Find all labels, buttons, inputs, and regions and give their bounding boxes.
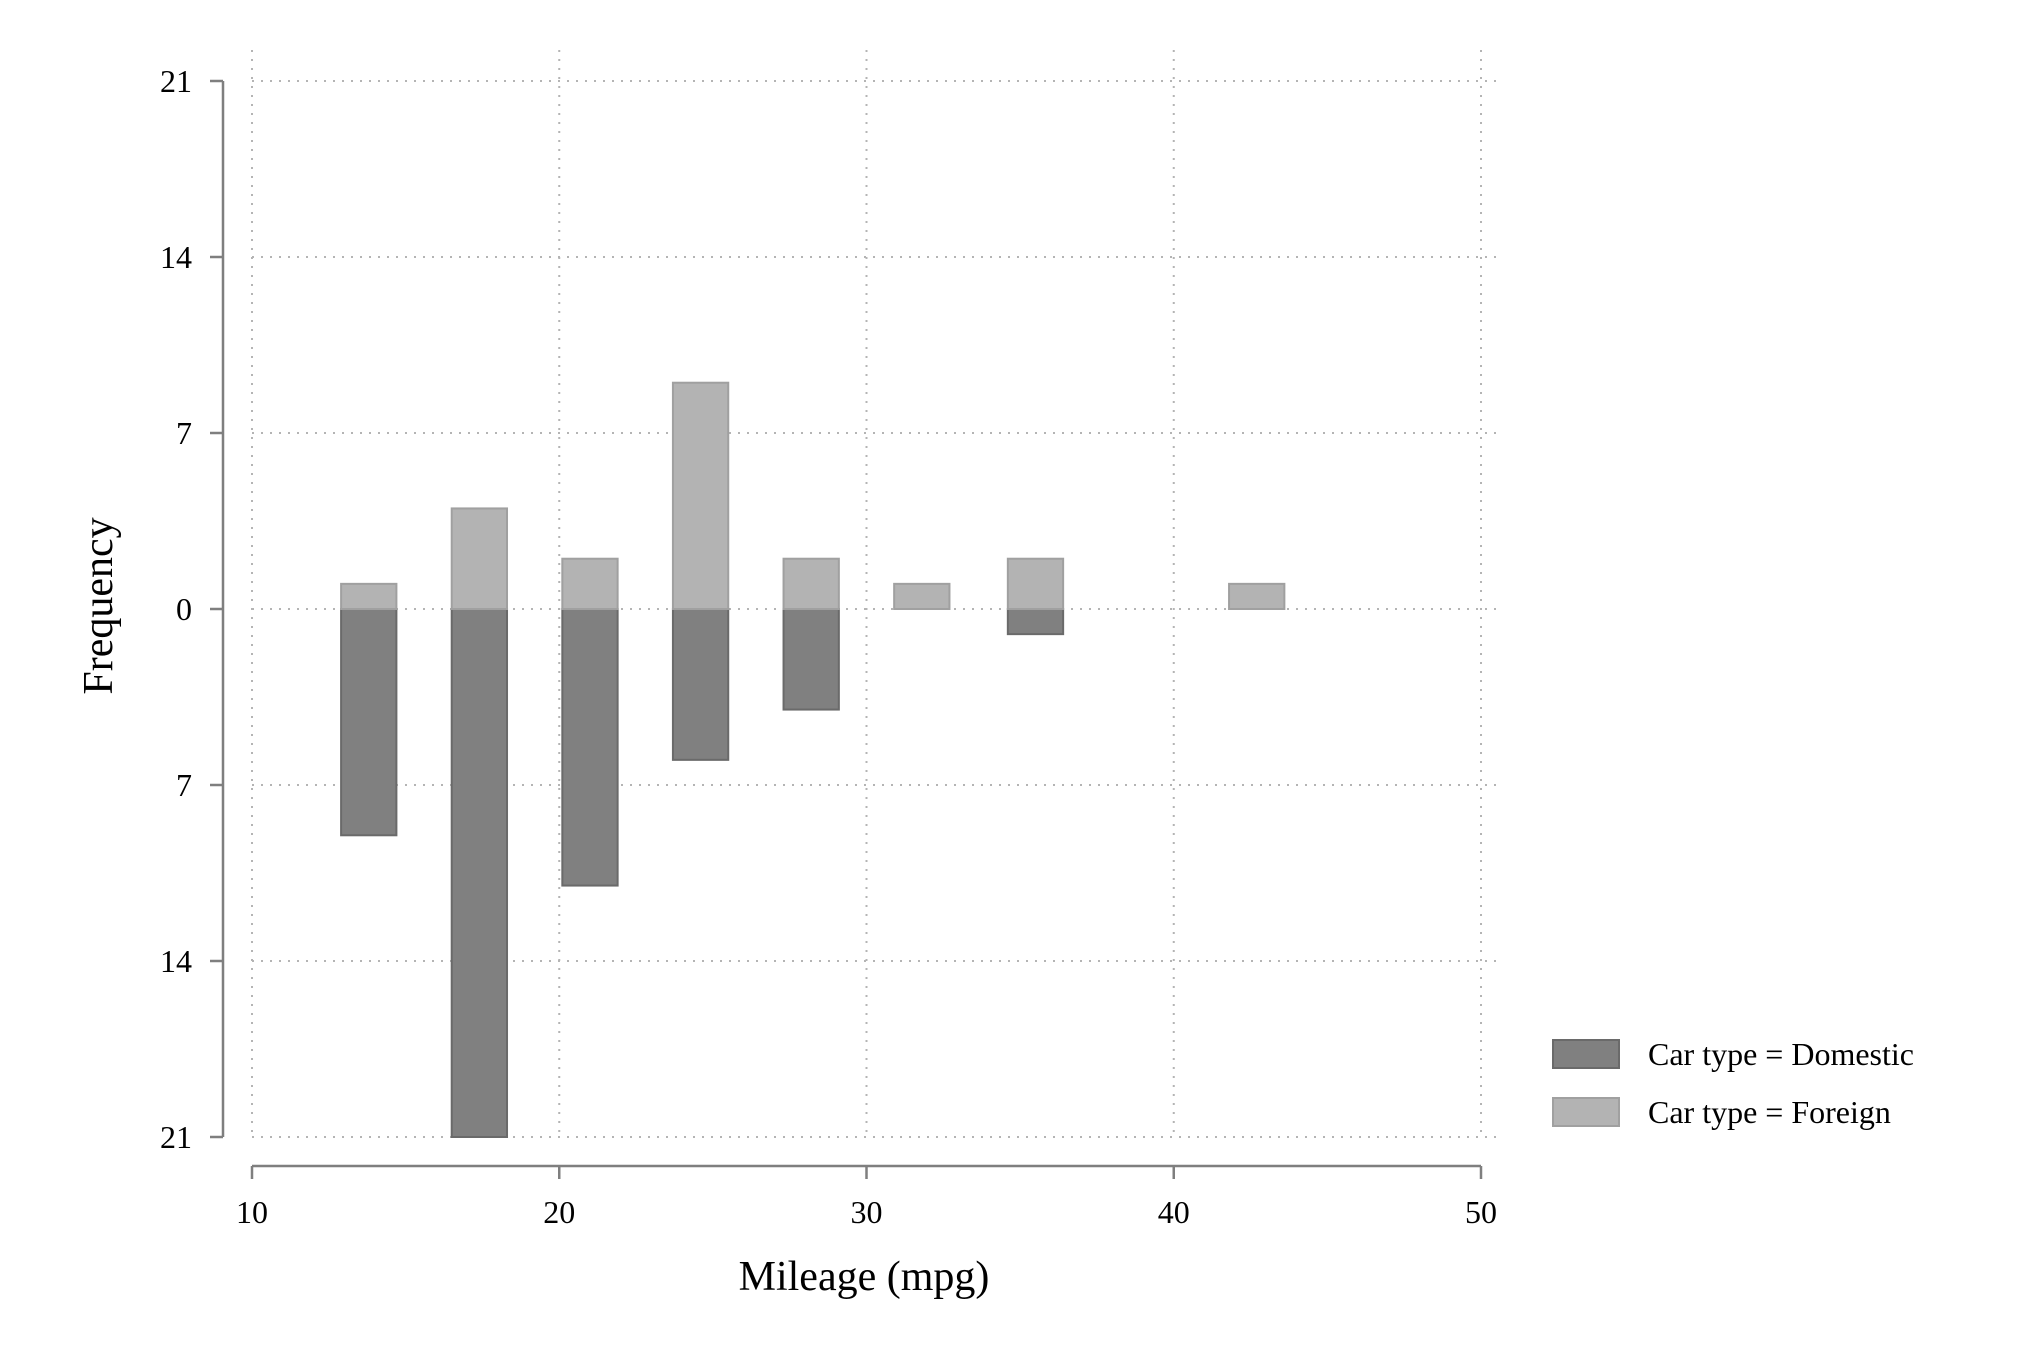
x-tick-label: 10	[236, 1194, 268, 1230]
bar-domestic	[782, 608, 840, 711]
y-tick-label: 21	[160, 1119, 192, 1155]
y-tick-label: 14	[160, 239, 192, 275]
bar-foreign	[561, 557, 619, 611]
legend: Car type = Domestic Car type = Foreign	[1552, 1036, 1914, 1130]
bar-domestic	[1006, 608, 1065, 636]
grid	[251, 50, 1500, 1138]
bar-foreign	[782, 557, 840, 611]
bar-foreign	[450, 507, 509, 610]
y-tick-label: 21	[160, 63, 192, 99]
bar-domestic	[450, 608, 509, 1138]
y-tick-label: 7	[176, 767, 192, 803]
bar-foreign	[893, 582, 951, 610]
bar-domestic	[561, 608, 619, 887]
bar-domestic	[340, 608, 398, 837]
bar-foreign	[1228, 582, 1286, 610]
axes	[210, 79, 1483, 1179]
bar-foreign	[1006, 557, 1065, 611]
bar-foreign	[340, 582, 398, 610]
legend-label: Car type = Domestic	[1648, 1036, 1914, 1072]
x-tick-label: 50	[1465, 1194, 1497, 1230]
x-tick-label: 40	[1158, 1194, 1190, 1230]
y-tick-label: 0	[176, 591, 192, 627]
bar-domestic	[671, 608, 730, 761]
x-tick-label: 20	[543, 1194, 575, 1230]
bar-foreign	[671, 381, 730, 611]
x-tick-label: 30	[851, 1194, 883, 1230]
legend-swatch	[1552, 1097, 1620, 1127]
legend-swatch	[1552, 1039, 1620, 1069]
tick-labels: 21 14 7 0 7 14 21 10 20 30 40 50	[160, 63, 1497, 1230]
legend-label: Car type = Foreign	[1648, 1094, 1891, 1130]
bars	[340, 381, 1286, 1138]
y-axis-title: Frequency	[76, 517, 122, 694]
y-tick-label: 7	[176, 415, 192, 451]
x-axis-title: Mileage (mpg)	[739, 1254, 990, 1300]
y-tick-label: 14	[160, 943, 192, 979]
